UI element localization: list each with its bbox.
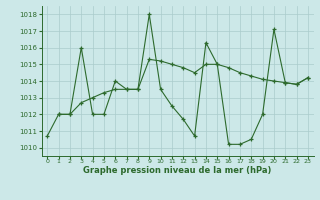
X-axis label: Graphe pression niveau de la mer (hPa): Graphe pression niveau de la mer (hPa) xyxy=(84,166,272,175)
